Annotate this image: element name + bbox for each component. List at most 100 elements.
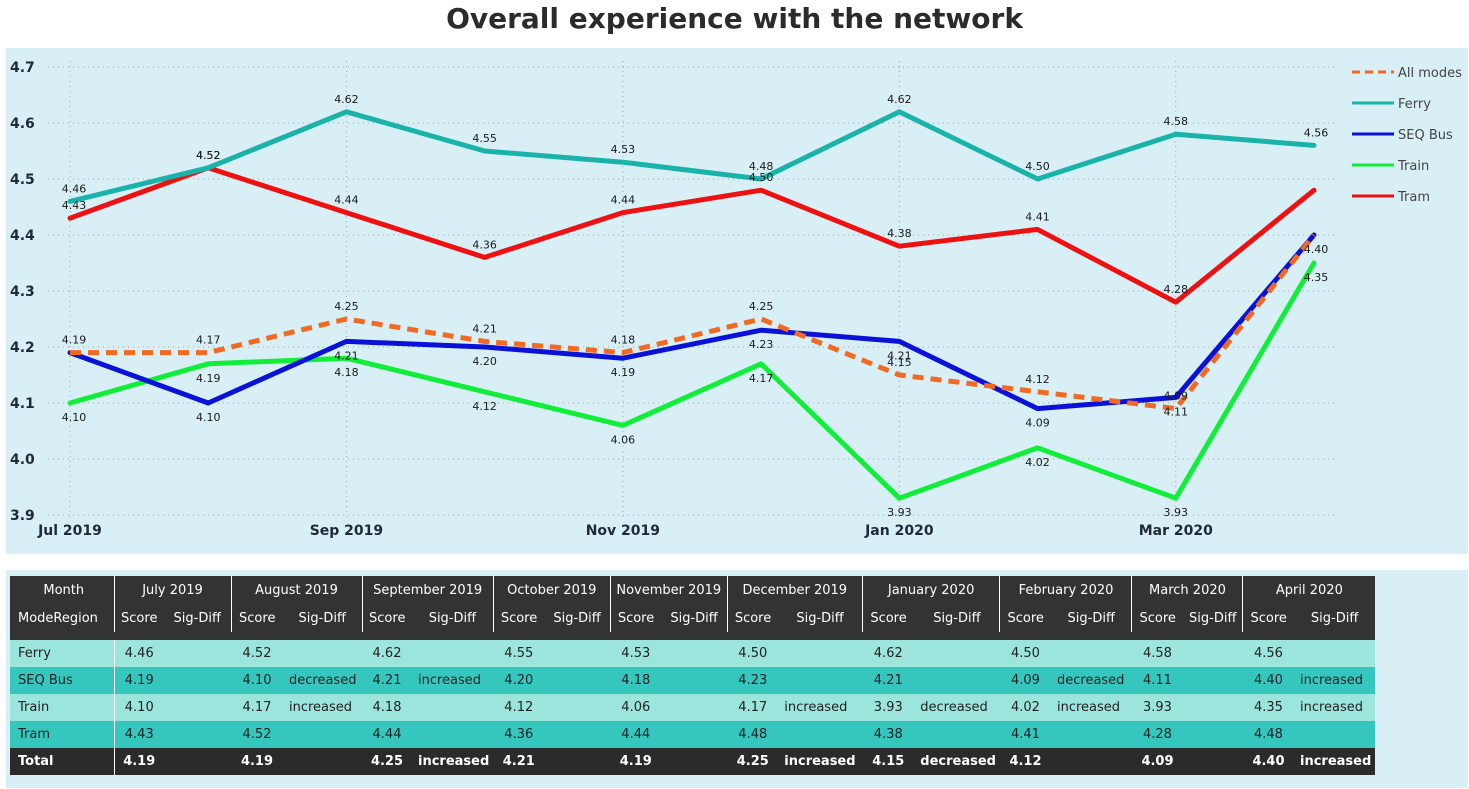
header-score[interactable]: Score [361, 604, 412, 640]
chart-panel: 3.9 4.0 4.1 4.2 4.3 4.4 4.5 4.6 4.7 Jul 2019 Sep … [6, 48, 1468, 554]
sig-diff-cell: decreased [914, 694, 1000, 721]
sig-diff-cell [778, 721, 863, 748]
data-label: 4.21 [472, 322, 497, 335]
row-label: SEQ Bus [10, 667, 115, 694]
header-sig-diff[interactable]: Sig-Diff [412, 604, 494, 640]
data-label: 4.10 [196, 411, 221, 424]
series-line-seq-bus[interactable] [67, 232, 1317, 412]
sig-diff-cell: increased [283, 694, 362, 721]
data-label: 4.21 [334, 349, 359, 362]
header-sig-diff[interactable]: Sig-Diff [544, 604, 611, 640]
header-mode-label[interactable]: ModeRegion [10, 604, 115, 640]
header-score[interactable]: Score [999, 604, 1051, 640]
header-sig-diff[interactable]: Sig-Diff [164, 604, 231, 640]
header-score[interactable]: Score [113, 604, 164, 640]
sig-diff-cell [283, 748, 362, 775]
header-score[interactable]: Score [230, 604, 283, 640]
data-label: 4.19 [196, 372, 221, 385]
sig-diff-cell [1050, 636, 1132, 667]
header-sig-diff[interactable]: Sig-Diff [661, 604, 728, 640]
score-cell: 4.17 [231, 694, 283, 721]
header-month[interactable]: July 2019 [113, 576, 231, 604]
header-month-label: Month [10, 576, 115, 604]
series-line-train[interactable] [67, 260, 1317, 501]
header-row-months: Month July 2019 August 2019 September 2019 O… [10, 576, 1376, 604]
legend-label: SEQ Bus [1398, 128, 1453, 143]
y-tick-label: 4.3 [10, 284, 35, 300]
legend-item-all-modes[interactable]: All modes [1352, 66, 1462, 81]
score-cell: 4.52 [231, 721, 283, 748]
legend[interactable]: All modes Ferry SEQ Bus Train Tram [1352, 66, 1462, 205]
data-label: 4.38 [887, 227, 912, 240]
header-sig-diff[interactable]: Sig-Diff [283, 604, 362, 640]
data-label: 4.18 [611, 334, 636, 347]
sig-diff-cell [1182, 748, 1243, 775]
header-score[interactable]: Score [492, 604, 545, 640]
sig-diff-cell: increased [412, 667, 494, 694]
legend-label: Tram [1397, 190, 1430, 205]
header-month[interactable]: February 2020 [999, 576, 1132, 604]
score-cell: 4.20 [493, 667, 545, 694]
score-cell: 4.35 [1242, 694, 1294, 721]
sig-diff-cell: increased [1050, 694, 1132, 721]
sig-diff-cell [283, 721, 362, 748]
data-label: 4.18 [334, 366, 359, 379]
data-label: 4.48 [749, 160, 774, 173]
header-month[interactable]: August 2019 [230, 576, 362, 604]
data-label: 4.15 [887, 356, 912, 369]
y-tick-label: 4.0 [10, 452, 35, 468]
header-score[interactable]: Score [609, 604, 662, 640]
data-label: 4.52 [196, 149, 221, 162]
y-tick-label: 4.4 [10, 228, 35, 244]
header-month[interactable]: November 2019 [609, 576, 728, 604]
header-month[interactable]: December 2019 [726, 576, 863, 604]
score-cell: 4.21 [493, 748, 545, 775]
sig-diff-cell [1050, 748, 1132, 775]
score-cell: 4.46 [114, 636, 164, 667]
sig-diff-cell: increased [1293, 667, 1376, 694]
header-sig-diff[interactable]: Sig-Diff [1182, 604, 1243, 640]
legend-item-ferry[interactable]: Ferry [1352, 97, 1431, 112]
score-cell: 4.17 [727, 694, 779, 721]
score-cell: 4.12 [999, 748, 1051, 775]
sig-diff-cell [544, 694, 611, 721]
series-line-ferry[interactable] [67, 109, 1317, 204]
header-month[interactable]: March 2020 [1131, 576, 1243, 604]
data-label: 4.50 [1025, 160, 1050, 173]
header-sig-diff[interactable]: Sig-Diff [1050, 604, 1132, 640]
header-month[interactable]: January 2020 [861, 576, 1000, 604]
header-score[interactable]: Score [861, 604, 915, 640]
sig-diff-cell [412, 721, 494, 748]
legend-item-tram[interactable]: Tram [1352, 190, 1430, 205]
data-label: 4.46 [62, 182, 87, 195]
header-month[interactable]: September 2019 [361, 576, 494, 604]
sig-diff-cell [1182, 636, 1243, 667]
score-cell: 4.19 [114, 667, 164, 694]
header-sig-diff[interactable]: Sig-Diff [1293, 604, 1376, 640]
series-line-tram[interactable] [67, 165, 1317, 305]
sig-diff-cell [1050, 721, 1132, 748]
series-line-all-modes[interactable] [70, 233, 1316, 412]
table-row: SEQ Bus 4.19 4.10 decreased 4.21 increased 4.2… [10, 667, 1376, 694]
sig-diff-cell [914, 721, 1000, 748]
header-month[interactable]: April 2020 [1242, 576, 1376, 604]
legend-item-train[interactable]: Train [1352, 159, 1429, 174]
header-score[interactable]: Score [1242, 604, 1294, 640]
sig-diff-cell [1293, 721, 1376, 748]
header-sig-diff[interactable]: Sig-Diff [914, 604, 1000, 640]
score-cell: 4.50 [999, 636, 1051, 667]
sig-diff-cell [914, 636, 1000, 667]
data-label: 4.06 [611, 433, 636, 446]
sig-diff-cell [544, 748, 611, 775]
legend-item-seq-bus[interactable]: SEQ Bus [1352, 128, 1453, 143]
header-sig-diff[interactable]: Sig-Diff [778, 604, 863, 640]
header-score[interactable]: Score [726, 604, 779, 640]
data-label: 4.56 [1304, 126, 1329, 139]
score-cell: 4.28 [1131, 721, 1183, 748]
header-month[interactable]: October 2019 [492, 576, 611, 604]
header-score[interactable]: Score [1131, 604, 1183, 640]
x-tick-label: Jan 2020 [864, 523, 934, 539]
score-cell: 4.41 [999, 721, 1051, 748]
score-cell: 4.18 [362, 694, 412, 721]
y-tick-label: 4.7 [10, 60, 35, 76]
